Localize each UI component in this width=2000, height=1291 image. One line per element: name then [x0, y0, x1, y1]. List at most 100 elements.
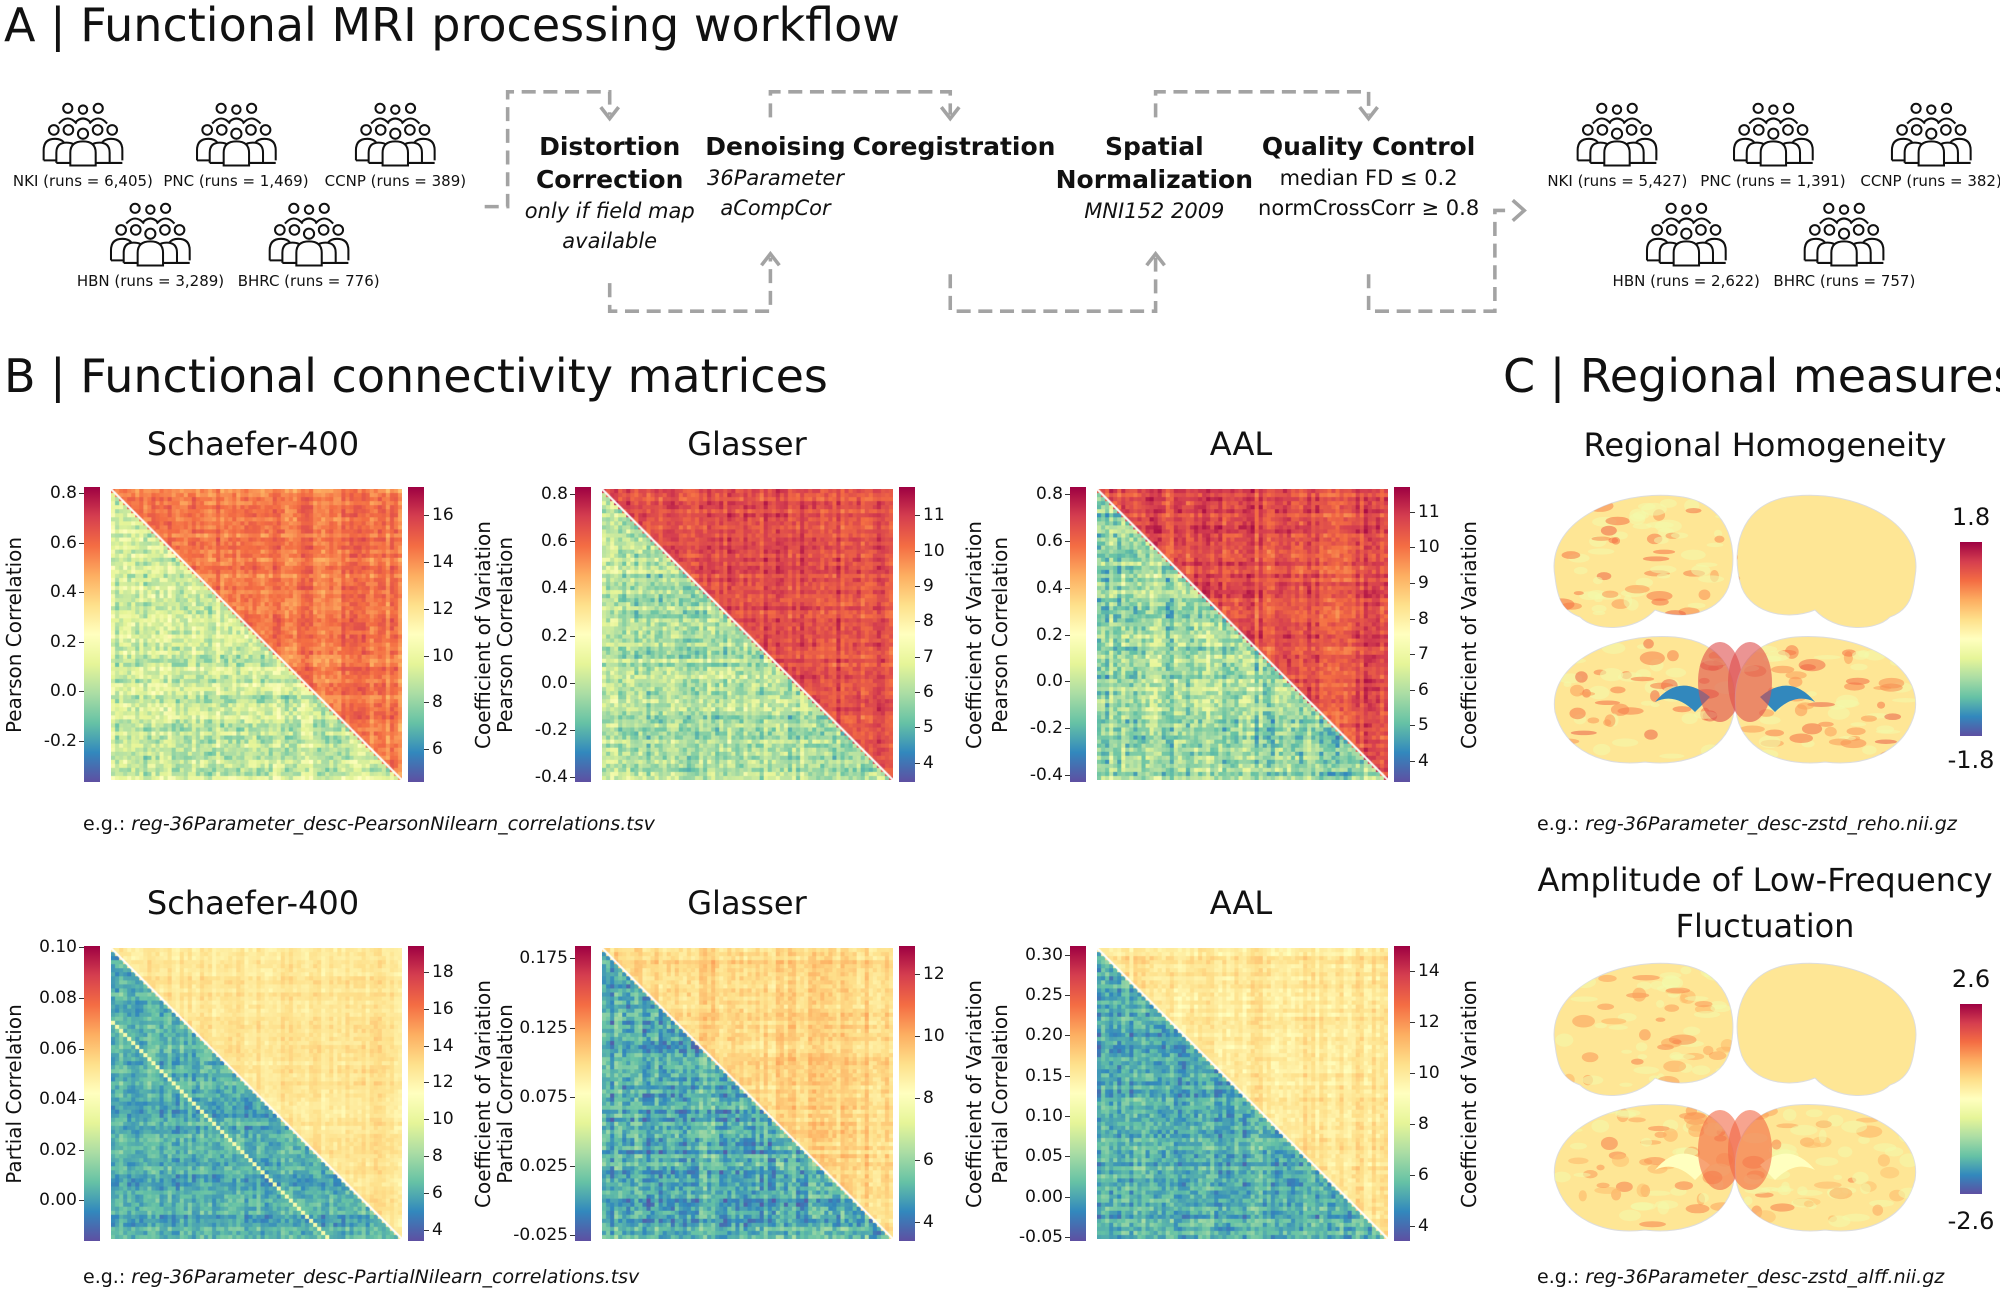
- output-cohort-label: BHRC (runs = 757): [1773, 271, 1916, 290]
- surface-texture: [1664, 1004, 1680, 1012]
- surface-texture: [1687, 602, 1706, 609]
- footnote-pearson: e.g.: reg-36Parameter_desc-PearsonNilear…: [83, 813, 655, 835]
- surface-texture: [1788, 676, 1803, 688]
- surface-texture: [1860, 715, 1877, 722]
- reho-colorbar: [1960, 542, 1982, 736]
- surface-texture: [1592, 576, 1603, 585]
- surface-texture: [1672, 706, 1692, 713]
- right-tick-mark: [424, 749, 429, 751]
- step-sub1: only if field map: [524, 199, 695, 224]
- left-tick-mark: [1065, 1116, 1070, 1118]
- left-tick-mark: [79, 947, 84, 949]
- surface-texture: [1579, 691, 1596, 696]
- surface-texture: [1630, 676, 1655, 682]
- step-title1: Coregistration: [852, 132, 1056, 162]
- surface-texture: [1716, 1046, 1733, 1053]
- right-tick-label: 10: [432, 645, 454, 666]
- left-tick-mark: [570, 635, 575, 637]
- surface-texture: [1561, 551, 1581, 560]
- left-tick-mark: [1065, 728, 1070, 730]
- surface-texture: [1890, 1217, 1909, 1224]
- surface-texture: [1637, 1054, 1648, 1060]
- surface-texture: [1801, 723, 1823, 735]
- left-tick-mark: [1065, 1035, 1070, 1037]
- left-tick-label: 0.04: [39, 1089, 77, 1110]
- surface-texture: [1559, 744, 1571, 753]
- surface-texture: [1554, 738, 1580, 745]
- matrix-title: Glasser: [687, 425, 807, 463]
- surface-texture: [1639, 1221, 1666, 1228]
- surface-texture: [1601, 1018, 1627, 1025]
- right-tick-mark: [1410, 654, 1415, 656]
- panel-c-title: C | Regional measures: [1503, 349, 2000, 403]
- left-tick-mark: [79, 592, 84, 594]
- surface-texture: [1663, 1060, 1687, 1073]
- surface-texture: [1874, 739, 1897, 744]
- surface-texture: [1637, 502, 1656, 511]
- left-axis-label: Partial Correlation: [493, 1003, 517, 1184]
- surface-texture: [1708, 1076, 1726, 1085]
- surface-texture: [1640, 1137, 1653, 1147]
- left-tick-mark: [79, 1048, 84, 1050]
- surface-texture: [1575, 671, 1588, 683]
- right-tick-mark: [1410, 1225, 1415, 1227]
- right-tick-mark: [915, 585, 920, 587]
- right-tick-mark: [915, 550, 920, 552]
- right-tick-label: 10: [432, 1109, 454, 1130]
- surface-texture: [1570, 730, 1597, 736]
- step-distortion-correction: Distortion Correction only if field map ava…: [525, 130, 695, 256]
- step-title1: Denoising: [705, 132, 846, 162]
- surface-texture: [1789, 733, 1813, 744]
- left-axis-label: Pearson Correlation: [2, 536, 26, 733]
- arrow-to-distortion: [484, 90, 612, 209]
- right-tick-label: 4: [1418, 1215, 1429, 1236]
- right-tick-mark: [1410, 725, 1415, 727]
- right-colorbar: [408, 487, 424, 782]
- left-tick-mark: [79, 691, 84, 693]
- surface-texture: [1601, 590, 1619, 598]
- medial-wall-region: [1760, 685, 1815, 712]
- surface-texture: [1892, 1213, 1911, 1225]
- left-tick-mark: [1065, 494, 1070, 496]
- right-tick-label: 10: [1418, 537, 1440, 558]
- surface-texture: [1555, 1218, 1571, 1231]
- matrix-title: AAL: [1209, 884, 1273, 922]
- right-tick-label: 6: [432, 1183, 443, 1204]
- surface-texture: [1710, 1004, 1731, 1013]
- surface-texture: [1628, 1117, 1646, 1123]
- right-tick-mark: [915, 621, 920, 623]
- right-tick-label: 10: [1418, 1063, 1440, 1084]
- left-tick-label: -0.4: [1029, 764, 1063, 785]
- output-cohort-label: CCNP (runs = 382): [1860, 172, 2000, 191]
- right-tick-label: 14: [432, 551, 454, 572]
- surface-texture: [1600, 668, 1624, 682]
- alff-brain-maps: [1553, 962, 1917, 1232]
- surface-texture: [1594, 700, 1620, 706]
- left-tick-label: -0.4: [534, 767, 568, 788]
- surface-texture: [1559, 1108, 1569, 1113]
- left-tick-mark: [1065, 1236, 1070, 1238]
- step-denoising: Denoising 36Parameter aCompCor: [705, 130, 845, 223]
- right-tick-label: 8: [923, 1088, 934, 1109]
- right-tick-mark: [1410, 1073, 1415, 1075]
- right-tick-label: 8: [432, 692, 443, 713]
- left-tick-mark: [570, 1235, 575, 1237]
- left-tick-label: 0.0: [49, 681, 77, 702]
- left-tick-mark: [79, 740, 84, 742]
- right-tick-label: 4: [1418, 750, 1429, 771]
- surface-texture: [1693, 1011, 1721, 1018]
- surface-texture: [1698, 1193, 1709, 1203]
- surface-texture: [1632, 987, 1647, 1002]
- surface-texture: [1858, 1136, 1870, 1145]
- right-tick-mark: [915, 973, 920, 975]
- right-tick-mark: [1410, 760, 1415, 762]
- right-tick-label: 8: [432, 1146, 443, 1167]
- right-axis-label: Coefficient of Variation: [1457, 520, 1481, 749]
- surface-texture: [1628, 513, 1646, 525]
- surface-texture: [1656, 1000, 1665, 1008]
- right-colorbar: [408, 946, 424, 1241]
- output-cohort: NKI (runs = 5,427): [1547, 102, 1687, 190]
- left-tick-label: 0.025: [519, 1156, 568, 1177]
- matrix-title: AAL: [1209, 425, 1273, 463]
- surface-texture: [1797, 1189, 1823, 1196]
